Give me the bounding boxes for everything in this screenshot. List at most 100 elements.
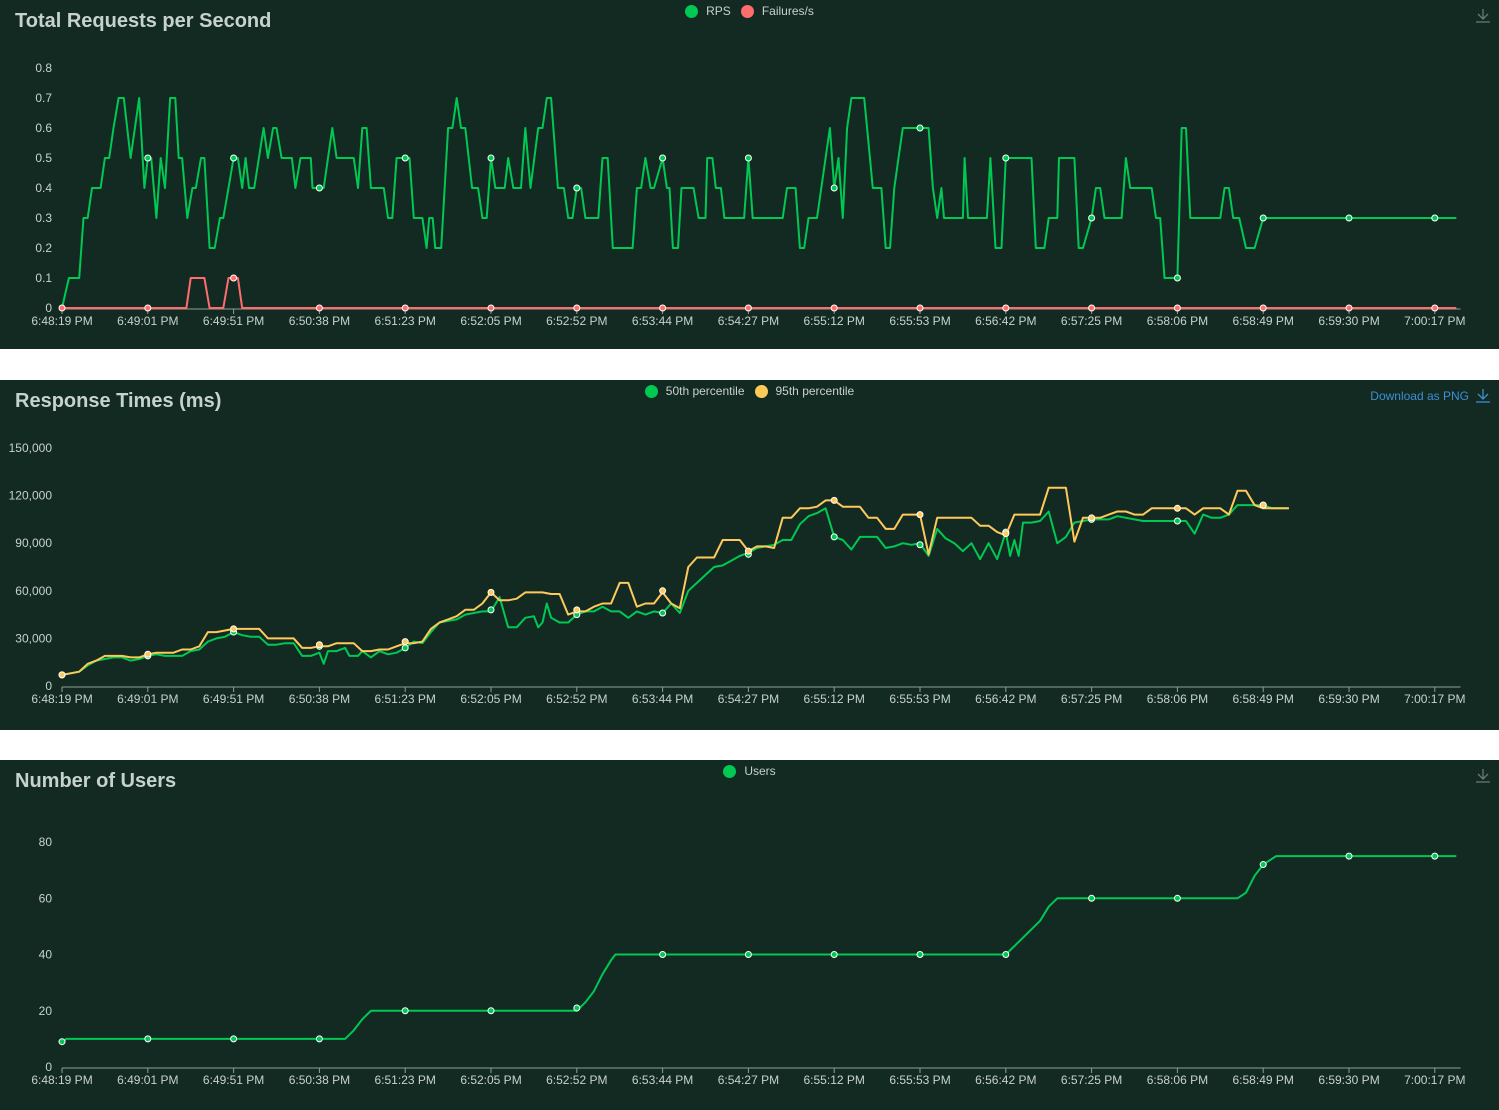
- y-tick-label: 0: [45, 301, 52, 315]
- data-point-marker: [659, 609, 667, 617]
- y-tick-label: 0: [45, 679, 52, 693]
- chart-title: Total Requests per Second: [15, 10, 272, 32]
- y-tick-label: 0.5: [35, 151, 52, 165]
- x-tick-label: 6:59:30 PM: [1318, 314, 1379, 328]
- data-point-marker: [1002, 154, 1010, 162]
- data-point-marker: [401, 638, 409, 646]
- data-point-marker: [58, 304, 66, 312]
- legend-item-50th[interactable]: 50th percentile: [644, 384, 745, 398]
- x-tick-label: 6:53:44 PM: [632, 1073, 693, 1087]
- y-tick-label: 150,000: [9, 441, 53, 455]
- data-point-marker: [1345, 852, 1353, 860]
- data-point-marker: [830, 951, 838, 959]
- y-tick-label: 0.1: [35, 271, 52, 285]
- data-point-marker: [1431, 852, 1439, 860]
- data-point-marker: [58, 1038, 66, 1046]
- x-tick-label: 6:58:06 PM: [1147, 314, 1208, 328]
- y-tick-label: 80: [39, 835, 53, 849]
- data-point-marker: [659, 951, 667, 959]
- data-point-marker: [573, 1004, 581, 1012]
- legend-item-failures[interactable]: Failures/s: [740, 4, 814, 18]
- data-point-marker: [573, 606, 581, 614]
- data-point-marker: [487, 588, 495, 596]
- x-tick-label: 6:50:38 PM: [289, 314, 350, 328]
- legend-item-rps[interactable]: RPS: [685, 4, 731, 18]
- data-point-marker: [144, 304, 152, 312]
- data-point-marker: [315, 1035, 323, 1043]
- legend-label: Failures/s: [761, 4, 814, 18]
- data-point-marker: [1345, 304, 1353, 312]
- legend-item-users[interactable]: Users: [723, 764, 776, 778]
- download-label: Download as PNG: [1370, 389, 1469, 403]
- data-point-marker: [230, 274, 238, 282]
- y-tick-label: 0: [45, 1060, 52, 1074]
- data-point-marker: [1259, 304, 1267, 312]
- data-point-marker: [830, 533, 838, 541]
- data-point-marker: [315, 304, 323, 312]
- data-point-marker: [916, 124, 924, 132]
- x-tick-label: 7:00:17 PM: [1404, 1073, 1465, 1087]
- x-tick-label: 6:55:12 PM: [804, 314, 865, 328]
- data-point-marker: [401, 304, 409, 312]
- response-times-chart-panel: Response Times (ms) 50th percentile 95th…: [0, 380, 1499, 730]
- download-button[interactable]: Download as PNG: [1370, 8, 1491, 24]
- data-point-marker: [573, 304, 581, 312]
- series-line-2: [61, 486, 1289, 676]
- x-tick-label: 6:53:44 PM: [632, 314, 693, 328]
- x-tick-label: 6:56:42 PM: [975, 314, 1036, 328]
- x-tick-label: 6:55:53 PM: [889, 1073, 950, 1087]
- legend-label: 95th percentile: [775, 384, 855, 398]
- series-line-1: [61, 504, 1289, 676]
- chart-legend: RPS Failures/s: [0, 4, 1499, 18]
- x-tick-label: 6:55:12 PM: [804, 692, 865, 706]
- data-point-marker: [1088, 214, 1096, 222]
- data-point-marker: [830, 496, 838, 504]
- x-tick-label: 6:58:49 PM: [1233, 1073, 1294, 1087]
- x-tick-label: 6:50:38 PM: [289, 692, 350, 706]
- legend-label: Users: [744, 764, 776, 778]
- x-tick-label: 6:55:53 PM: [889, 314, 950, 328]
- legend-item-95th[interactable]: 95th percentile: [754, 384, 855, 398]
- x-tick-label: 6:59:30 PM: [1318, 692, 1379, 706]
- y-tick-label: 30,000: [15, 631, 52, 645]
- rps-chart-plot: 0 0.1 0.2 0.3 0.4 0.5 0.6 0.7 0.8 6:48:19 PM 6:49:…: [31, 61, 1465, 328]
- chart-legend: 50th percentile 95th percentile: [0, 384, 1499, 398]
- legend-swatch-icon: [685, 4, 699, 18]
- download-button[interactable]: Download as PNG: [1370, 388, 1491, 404]
- x-tick-label: 6:49:51 PM: [203, 1073, 264, 1087]
- x-tick-label: 6:51:23 PM: [375, 692, 436, 706]
- y-tick-label: 90,000: [15, 536, 52, 550]
- data-point-marker: [315, 641, 323, 649]
- data-point-marker: [1259, 861, 1267, 869]
- x-tick-label: 6:51:23 PM: [375, 314, 436, 328]
- data-point-marker: [1173, 304, 1181, 312]
- data-point-marker: [230, 1035, 238, 1043]
- download-button[interactable]: Download as PNG: [1370, 768, 1491, 784]
- x-tick-label: 7:00:17 PM: [1404, 692, 1465, 706]
- data-point-marker: [659, 154, 667, 162]
- x-tick-label: 6:55:53 PM: [889, 692, 950, 706]
- data-point-marker: [58, 671, 66, 679]
- data-point-marker: [487, 606, 495, 614]
- data-point-marker: [573, 184, 581, 192]
- x-tick-label: 6:49:51 PM: [203, 314, 264, 328]
- x-tick-label: 6:54:27 PM: [718, 1073, 779, 1087]
- data-point-marker: [744, 304, 752, 312]
- data-point-marker: [401, 644, 409, 652]
- x-tick-label: 6:56:42 PM: [975, 1073, 1036, 1087]
- legend-label: 50th percentile: [665, 384, 745, 398]
- series-line-1: [61, 97, 1457, 309]
- x-tick-label: 6:48:19 PM: [31, 692, 92, 706]
- response-times-chart-plot: 0 30,000 60,000 90,000 120,000 150,000 6:48:19…: [9, 441, 1466, 706]
- x-tick-label: 6:52:52 PM: [546, 1073, 607, 1087]
- chart-legend: Users: [0, 764, 1499, 778]
- legend-swatch-icon: [644, 384, 658, 398]
- x-tick-label: 6:48:19 PM: [31, 314, 92, 328]
- download-icon: [1476, 389, 1490, 403]
- data-point-marker: [487, 1007, 495, 1015]
- users-chart-panel: Number of Users Users Download as PNG 0 2…: [0, 760, 1499, 1110]
- download-icon: [1476, 769, 1490, 783]
- x-tick-label: 6:52:52 PM: [546, 314, 607, 328]
- y-tick-label: 0.2: [35, 241, 52, 255]
- data-point-marker: [144, 1035, 152, 1043]
